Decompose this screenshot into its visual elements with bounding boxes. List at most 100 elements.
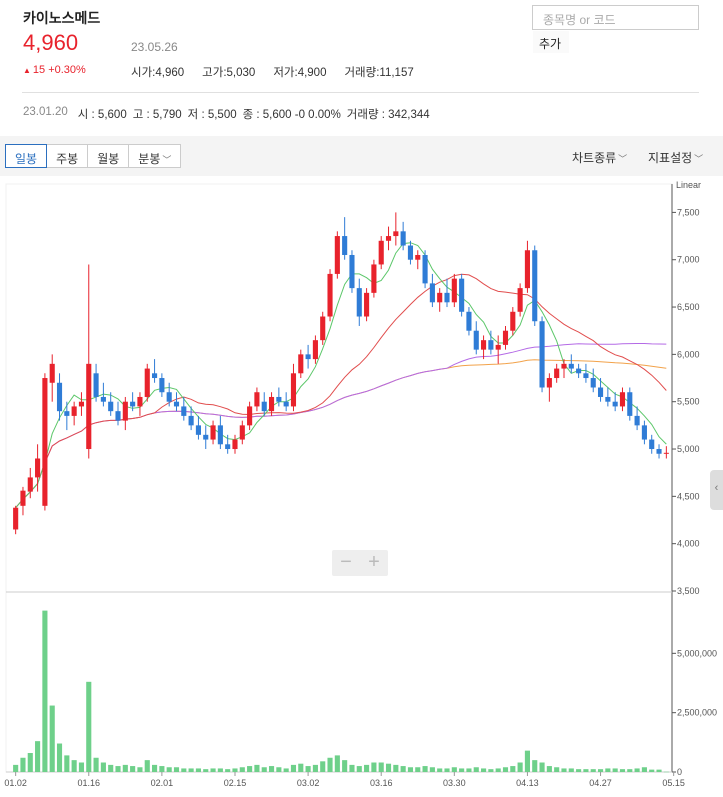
volume-bar [364,764,370,772]
candle-body [524,250,530,289]
volume-bar [203,769,209,772]
candle-body [268,396,275,412]
volume-bar [232,768,238,772]
volume-bar [108,764,114,772]
candle-body [195,425,201,435]
tab-minute[interactable]: 분봉 ﹀ [128,144,182,168]
volume-bar [524,750,530,772]
volume-bar [100,762,106,772]
candle-body [173,401,180,407]
zoom-out-button[interactable]: − [340,551,352,573]
ma5-line [15,242,667,509]
volume-tick-label: 2,500,000 [677,708,717,718]
chevron-down-icon: ﹀ [694,154,704,164]
volume-bar [539,762,545,772]
price-tick-label: 6,500 [677,302,700,312]
volume-bar [261,767,267,772]
candle-body [349,254,355,289]
stock-search-input[interactable]: 종목명 or 코드 [532,5,699,30]
volume-bar [466,768,472,772]
volume-bar [159,766,165,772]
candle-body [583,373,589,379]
candle-body [641,425,647,440]
candle-body [254,392,260,407]
candle-body [144,368,150,397]
chart-type-menu[interactable]: 차트종류 ﹀ [572,151,628,165]
volume-bar [349,764,355,772]
candle-body [605,396,611,402]
volume-bar [473,767,479,772]
up-arrow-icon: ▲ [23,66,31,75]
tab-weekly[interactable]: 주봉 [46,144,89,168]
volume-bar [437,768,443,772]
x-tick-label: 04.27 [589,778,612,788]
candle-body [100,396,106,402]
volume-bar [627,769,633,772]
panel-toggle-handle[interactable]: ‹ [710,470,723,510]
candle-body [130,401,136,407]
add-stock-button[interactable]: 추가 [533,31,569,53]
candle-body [597,387,604,397]
candle-body [305,354,311,360]
volume-bar [137,767,143,772]
zoom-in-button[interactable]: + [368,551,380,573]
tab-monthly[interactable]: 월봉 [87,144,130,168]
volume-tick-label: 0 [677,767,682,777]
volume-bar [634,768,640,772]
candle-body [656,449,662,454]
volume-bar [42,610,48,772]
volume-bar [13,764,19,772]
candle-body [663,452,669,454]
volume-bar [612,768,618,772]
volume-bar [93,757,99,772]
x-tick-label: 02.15 [224,778,247,788]
x-tick-label: 05.15 [662,778,685,788]
volume-bar [283,768,289,772]
candle-body [371,264,377,293]
ma60-line [15,343,667,509]
volume-bar [122,764,128,772]
candle-body [590,378,596,388]
price-tick-label: 6,000 [677,349,700,359]
x-tick-label: 04.13 [516,778,539,788]
volume-bar [35,741,41,772]
volume-bar [144,760,150,772]
indicator-settings-menu[interactable]: 지표설정 ﹀ [648,151,704,165]
x-tick-label: 03.02 [297,778,320,788]
candle-body [13,507,19,530]
candle-body [517,288,523,312]
volume-bar [225,769,231,772]
volume-bar [188,768,194,772]
scale-label: Linear [676,180,701,190]
volume-bar [27,753,33,772]
candle-body [546,378,552,388]
candle-body [407,245,414,260]
candle-body [429,283,435,303]
volume-bar [56,743,63,772]
current-price: 4,960 [23,30,79,55]
stock-chart[interactable]: Linear 7,500 7,000 6,500 6,000 5,500 5,000 4,50… [0,176,723,797]
volume-bar [334,755,340,772]
volume-bar [152,764,158,772]
candle-body [166,392,172,402]
volume-bar [641,767,647,772]
hover-high: 고 : 5,790 [132,109,182,121]
volume-bar [49,705,55,772]
volume-bar [407,767,414,772]
candle-body [298,354,304,374]
candle-body [225,444,231,450]
volume-bar [166,767,172,772]
candle-body [181,406,187,416]
candle-body [78,401,85,407]
volume-bar [590,769,596,772]
candle-body [502,330,509,345]
tab-daily[interactable]: 일봉 [5,144,48,168]
candle-body [283,401,289,407]
volume-bar [378,762,384,772]
volume-bar [71,760,77,772]
volume-bar [444,768,450,772]
candle-body [64,411,70,416]
candle-body [217,425,223,445]
x-tick-label: 01.16 [78,778,101,788]
candle-body [27,477,33,492]
